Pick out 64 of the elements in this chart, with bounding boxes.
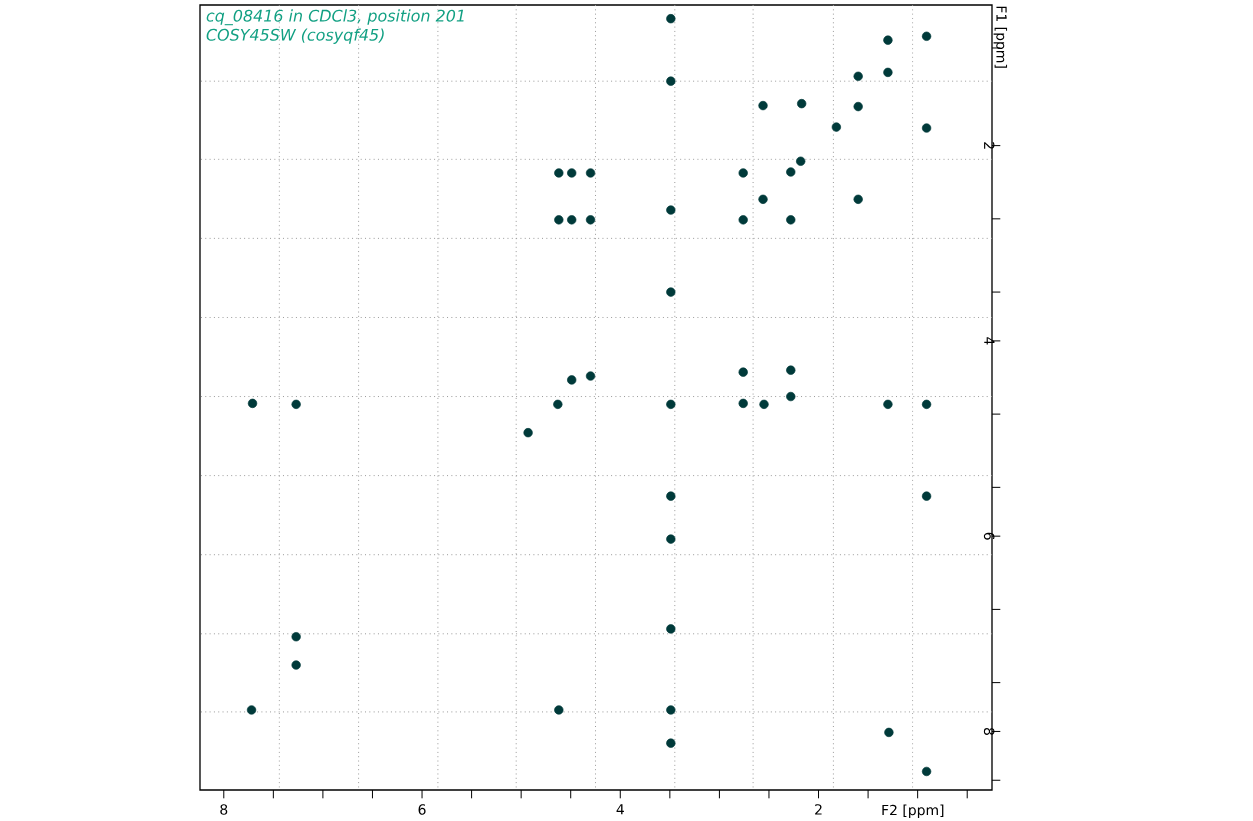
point	[666, 287, 676, 297]
point	[758, 194, 768, 204]
point	[796, 156, 806, 166]
chart-title: cq_08416 in CDCl3, position 201	[206, 9, 464, 26]
point	[666, 76, 676, 86]
point	[921, 123, 932, 133]
point	[738, 215, 748, 225]
y-axis-title: F1 [ppm]	[993, 6, 1008, 68]
y-tick-label: 2	[984, 142, 995, 149]
point	[666, 14, 676, 24]
point	[666, 205, 676, 215]
point	[554, 215, 564, 225]
point	[786, 365, 796, 375]
point	[291, 660, 301, 670]
point	[666, 399, 676, 409]
point	[738, 168, 748, 178]
point	[666, 705, 676, 715]
point	[797, 98, 807, 109]
point	[786, 391, 796, 402]
point	[831, 122, 842, 132]
point	[291, 399, 301, 409]
point	[567, 168, 577, 178]
point	[853, 194, 863, 204]
x-tick-label: 6	[418, 804, 426, 815]
point	[786, 215, 796, 225]
point	[666, 738, 676, 748]
point	[567, 215, 577, 225]
point	[853, 71, 863, 81]
point	[553, 399, 563, 409]
point	[786, 167, 796, 177]
x-axis-title: F2 [ppm]	[882, 804, 944, 818]
point	[921, 491, 932, 501]
point	[883, 399, 893, 409]
text: COSY45SW (cosyqf45)	[206, 28, 384, 44]
y-tick-label: 4	[984, 337, 995, 345]
point	[247, 398, 258, 409]
point	[738, 398, 748, 409]
point	[585, 371, 596, 381]
point	[666, 491, 676, 501]
point	[883, 67, 893, 78]
point	[554, 168, 564, 178]
point	[921, 766, 932, 777]
point	[758, 100, 768, 111]
point	[666, 624, 676, 634]
point	[554, 705, 564, 715]
point	[883, 35, 893, 45]
point	[921, 31, 932, 41]
point	[921, 399, 932, 409]
point	[759, 399, 769, 409]
point	[291, 632, 301, 642]
x-tick-label: 2	[815, 804, 822, 815]
y-tick-label: 6	[983, 532, 995, 540]
x-tick-label: 4	[616, 804, 624, 815]
point	[738, 367, 748, 377]
point	[523, 428, 533, 438]
point	[246, 705, 257, 715]
point	[884, 727, 894, 738]
point	[585, 215, 596, 225]
point	[585, 168, 596, 178]
point	[853, 101, 863, 112]
point	[666, 534, 676, 544]
point	[567, 375, 577, 385]
x-tick-label: 8	[220, 804, 228, 815]
y-tick-label: 8	[983, 727, 995, 735]
